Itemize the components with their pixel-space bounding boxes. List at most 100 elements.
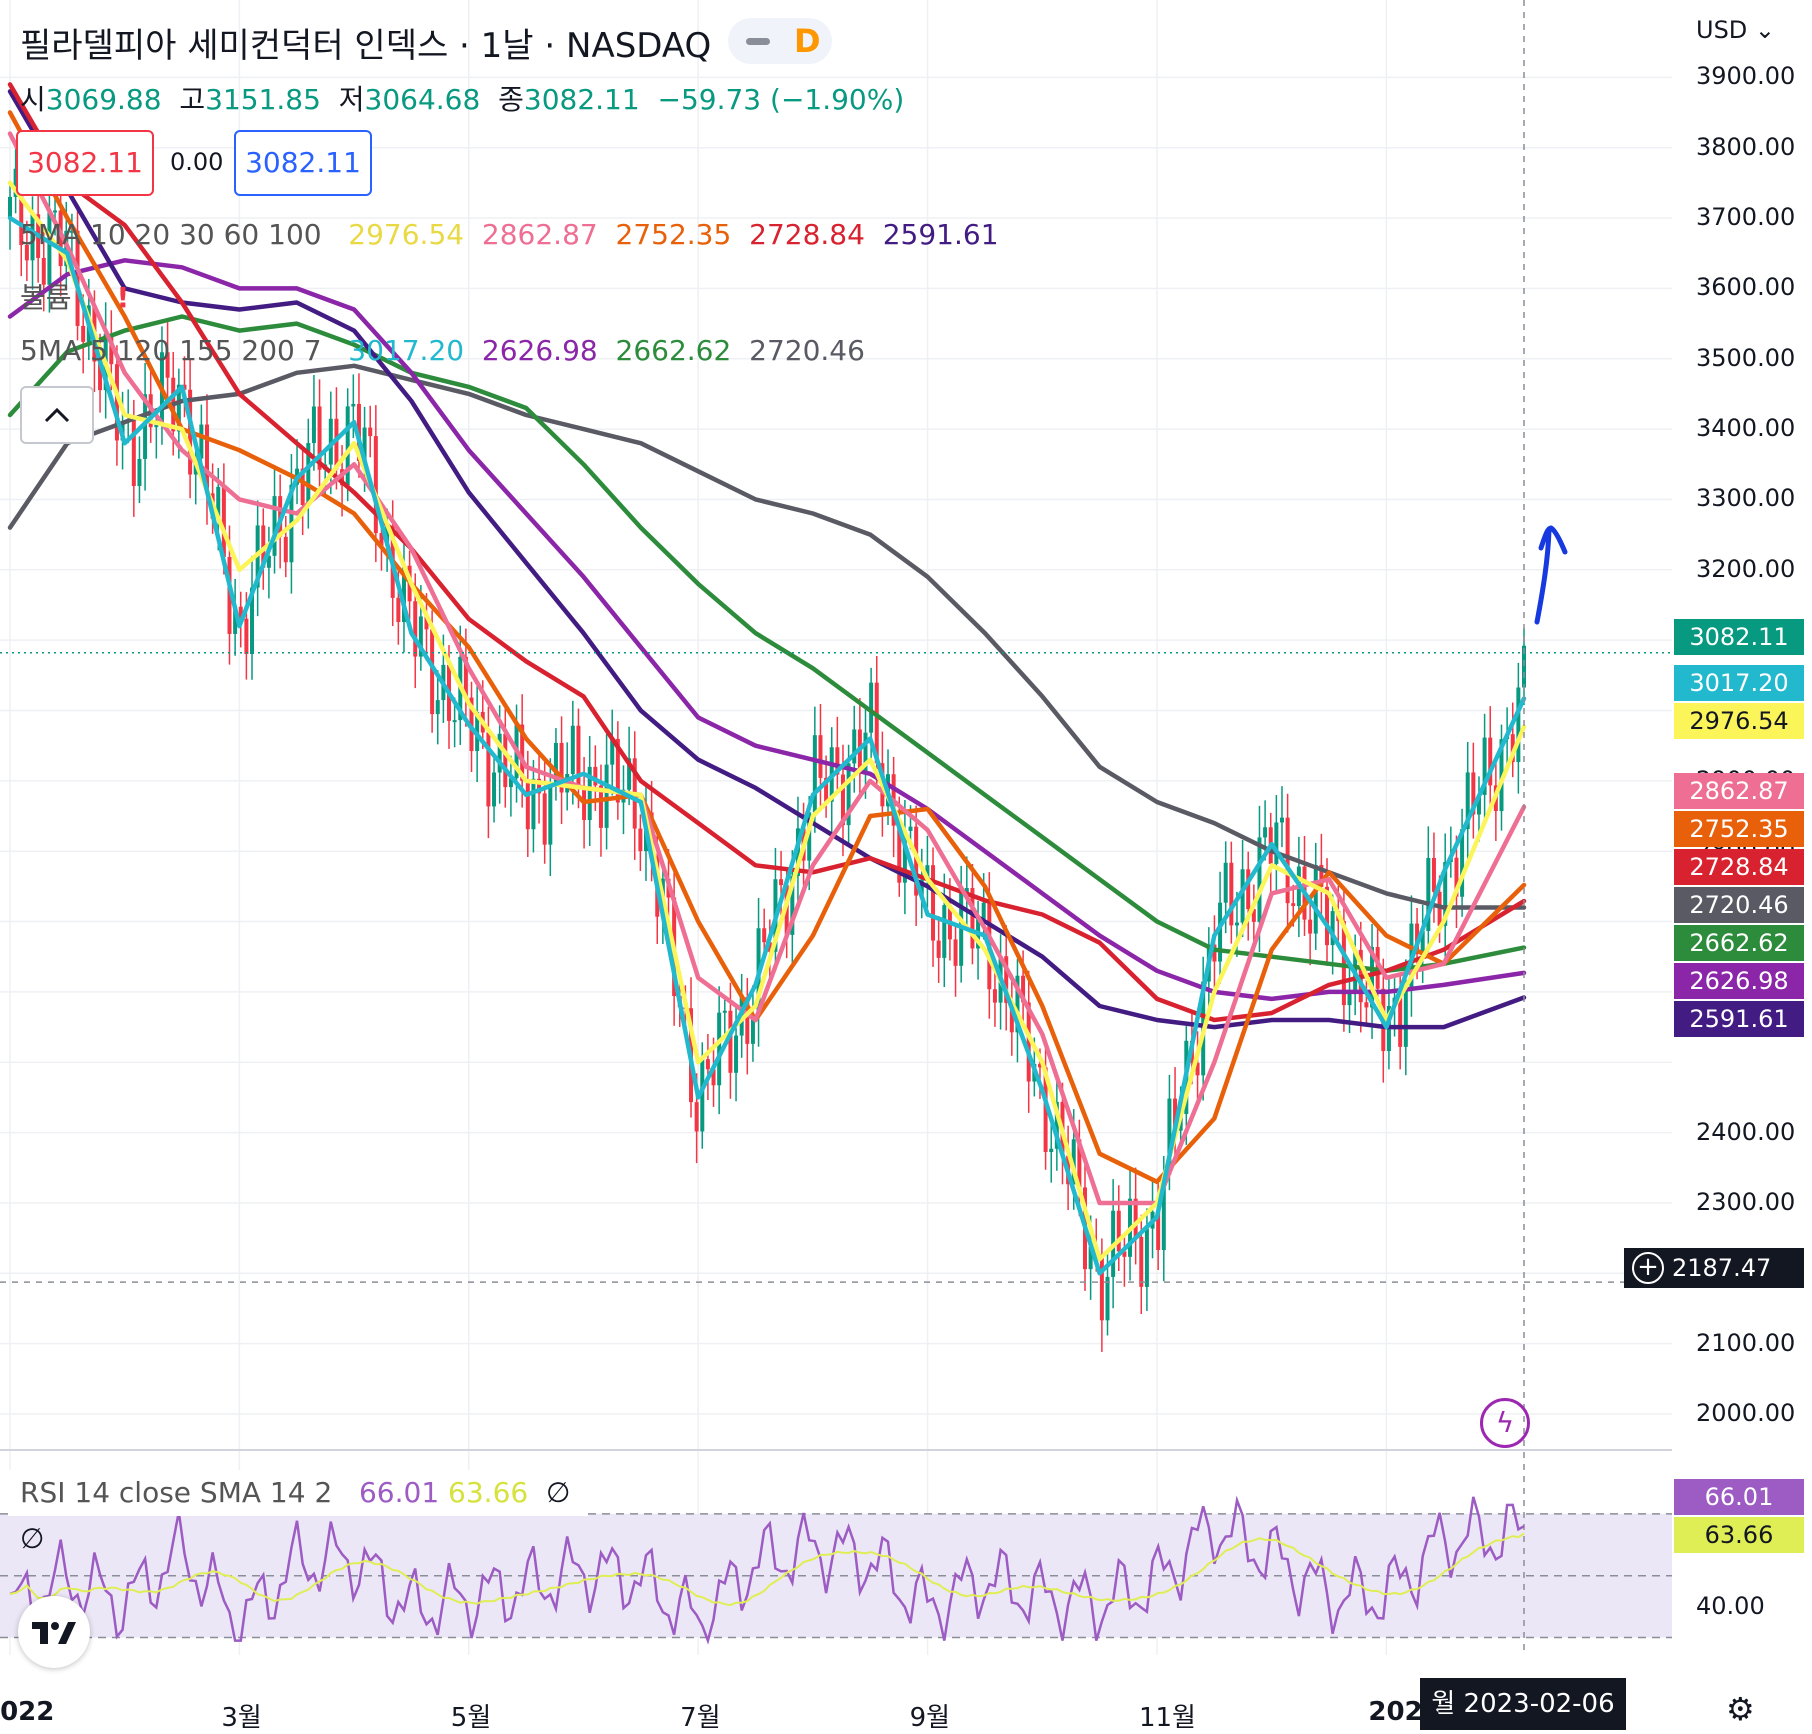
candle-body [638, 828, 643, 852]
candle-body [154, 424, 159, 428]
candle-body [1522, 645, 1526, 688]
close-label: 종 [498, 83, 524, 116]
candle-body [970, 888, 975, 949]
candle-body [576, 725, 581, 787]
candle-body [1139, 1236, 1144, 1287]
candle-body [1341, 921, 1346, 1006]
candle-body [1482, 737, 1487, 795]
add-alert-icon[interactable]: + [1632, 1252, 1664, 1284]
buy-button[interactable]: 3082.11 [234, 130, 372, 196]
candle-body [1499, 739, 1504, 812]
price-tag: 2752.35 [1674, 811, 1804, 847]
time-tick-label: 5월 [450, 1703, 492, 1733]
rsi-sma-value: 63.66 [448, 1476, 529, 1509]
symbol-title[interactable]: 필라델피아 세미컨덕터 인덱스 · 1날 · NASDAQ [20, 26, 712, 66]
interval-badge: D [794, 22, 821, 60]
candle-body [570, 725, 575, 774]
currency-label: USD [1696, 16, 1748, 44]
low-label: 저 [338, 83, 365, 116]
tradingview-logo[interactable] [18, 1596, 90, 1668]
candle-body [1251, 909, 1256, 922]
candle-body [1437, 891, 1442, 926]
price-tag: 3017.20 [1674, 665, 1804, 701]
ma120-value: 2626.98 [481, 334, 598, 367]
candle-body [379, 533, 384, 546]
time-tick-label: 7월 [680, 1703, 721, 1733]
candle-body [1516, 687, 1521, 763]
ma155-value: 2662.62 [615, 334, 732, 367]
candle-body [1218, 902, 1223, 962]
rsi-value: 66.01 [358, 1476, 440, 1509]
candle-body [131, 419, 136, 487]
time-tick-label: 11월 [1138, 1703, 1196, 1733]
price-tick-label: 2100.00 [1696, 1328, 1796, 1357]
interval-pill[interactable]: D [728, 18, 832, 64]
crosshair-price-tag[interactable]: +2187.47 [1624, 1248, 1804, 1288]
candle-body [537, 778, 542, 794]
candle-body [1257, 837, 1262, 922]
candle-body [598, 785, 603, 828]
candle-body [418, 616, 423, 657]
price-tick-label: 3700.00 [1696, 203, 1796, 232]
lightning-icon[interactable]: ϟ [1480, 1398, 1530, 1448]
candle-body [362, 427, 367, 462]
candle-body [8, 196, 12, 219]
candle-body [1223, 862, 1228, 903]
candle-body [430, 629, 435, 715]
candle-body [705, 1059, 710, 1070]
currency-selector[interactable]: USD ⌄ [1696, 16, 1775, 44]
sell-button[interactable]: 3082.11 [16, 130, 154, 196]
ma-line-200 [7, 363, 1527, 910]
ma-legend-1[interactable]: 5MA 10 20 30 60 100 2976.54 2862.87 2752… [20, 218, 999, 251]
ma-line-5 [7, 215, 1527, 1276]
candle-body [1004, 956, 1009, 1003]
settings-gear-icon[interactable]: ⚙ [1726, 1690, 1755, 1728]
volume-legend[interactable]: 볼륨 ! [20, 276, 129, 316]
candle-body [1021, 975, 1026, 1003]
ma-legend-2[interactable]: 5MA 5 120 155 200 7 3017.20 2626.98 2662… [20, 334, 865, 367]
candle-body [722, 1010, 727, 1013]
crosshair-price: 2187.47 [1672, 1254, 1772, 1282]
candle-body [1105, 1276, 1110, 1321]
candle-body [114, 364, 119, 441]
candle-body [959, 893, 964, 966]
candle-body [1043, 1067, 1048, 1153]
time-tick-label: 2022 [0, 1697, 55, 1727]
candle-body [1279, 817, 1284, 823]
candle-body [300, 468, 305, 506]
open-value: 3069.88 [45, 83, 162, 116]
candle-body [1195, 1062, 1200, 1076]
candle-body [492, 772, 497, 807]
price-tick-label: 3200.00 [1696, 554, 1796, 583]
candle-body [542, 793, 547, 845]
candle-body [717, 1012, 722, 1086]
candle-body [852, 729, 857, 764]
candle-body [762, 928, 767, 943]
candle-body [1370, 947, 1375, 1008]
ma10-value: 2976.54 [348, 218, 465, 251]
candle-body [69, 230, 74, 233]
price-tick-label: 3400.00 [1696, 414, 1796, 443]
candle-body [869, 682, 874, 733]
candle-body [1116, 1210, 1121, 1252]
candle-body [548, 785, 553, 845]
candle-body [1161, 1174, 1166, 1250]
price-tick-label: 3900.00 [1696, 62, 1796, 91]
candle-body [1347, 992, 1352, 1006]
candle-body [266, 555, 271, 568]
tv-logo-icon [32, 1622, 76, 1644]
candle-body [1465, 772, 1470, 830]
rsi-legend[interactable]: RSI 14 close SMA 14 2 66.01 63.66 ∅ ∅ [8, 1470, 588, 1555]
high-value: 3151.85 [205, 83, 321, 116]
candle-body [1319, 864, 1324, 887]
rsi-line [9, 1495, 1525, 1645]
candle-body [216, 486, 221, 519]
ohlc-legend: 시3069.88 고3151.85 저3064.68 종3082.11 −59.… [20, 78, 904, 118]
candle-body [1510, 734, 1515, 763]
candle-body [317, 406, 322, 470]
price-tick-label: 3600.00 [1696, 273, 1796, 302]
collapse-legend-button[interactable] [20, 386, 94, 444]
candle-body [1330, 911, 1335, 946]
price-tag: 3082.11 [1674, 619, 1804, 655]
